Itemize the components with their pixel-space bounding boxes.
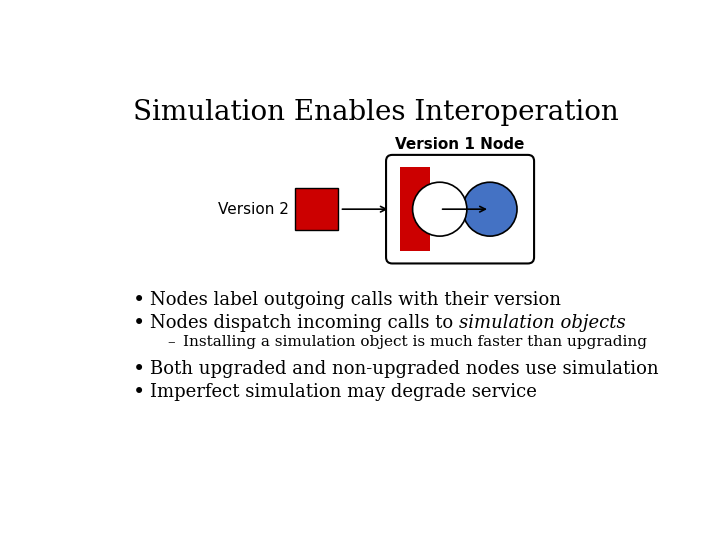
Circle shape — [463, 182, 517, 236]
Text: •: • — [132, 313, 145, 333]
Text: Version 2: Version 2 — [218, 201, 289, 217]
Text: •: • — [132, 359, 145, 379]
Text: –: – — [168, 335, 175, 349]
Text: •: • — [132, 289, 145, 309]
Circle shape — [413, 182, 467, 236]
FancyBboxPatch shape — [386, 155, 534, 264]
Bar — [400, 167, 430, 251]
Text: •: • — [132, 382, 145, 402]
Bar — [295, 188, 338, 231]
Text: Simulation Enables Interoperation: Simulation Enables Interoperation — [132, 99, 618, 126]
Text: Imperfect simulation may degrade service: Imperfect simulation may degrade service — [150, 383, 536, 401]
Text: Nodes dispatch incoming calls to: Nodes dispatch incoming calls to — [150, 314, 459, 332]
Text: Both upgraded and non-upgraded nodes use simulation: Both upgraded and non-upgraded nodes use… — [150, 360, 658, 378]
Text: Nodes label outgoing calls with their version: Nodes label outgoing calls with their ve… — [150, 291, 561, 309]
Text: Version 1 Node: Version 1 Node — [395, 137, 525, 152]
Text: Installing a simulation object is much faster than upgrading: Installing a simulation object is much f… — [183, 335, 647, 349]
Text: simulation objects: simulation objects — [459, 314, 625, 332]
